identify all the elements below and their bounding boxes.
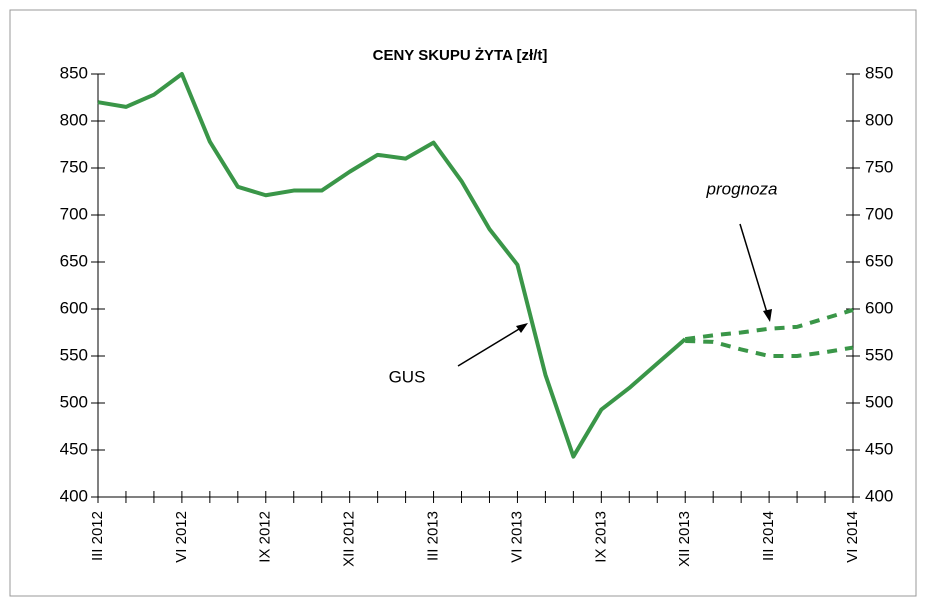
x-tick-label: III 2013: [425, 511, 442, 561]
arrow: [457, 325, 525, 367]
arrow-head: [516, 323, 528, 333]
x-tick-label: IX 2013: [592, 511, 609, 563]
arrow-head: [763, 309, 772, 322]
y-tick-label: 650: [60, 251, 88, 270]
y-tick-label: 400: [60, 486, 88, 505]
line-series: [685, 338, 854, 358]
x-tick-label: VI 2014: [844, 511, 861, 563]
frame: [9, 9, 917, 597]
x-tick-label: III 2014: [760, 511, 777, 561]
y-tick-label: 700: [60, 204, 88, 223]
y-tick-label: 500: [60, 392, 88, 411]
chart-title: CENY SKUPU ŻYTA [zł/t]: [373, 47, 548, 64]
y-tick-label: 450: [60, 439, 88, 458]
y2-tick-label: 850: [865, 63, 893, 82]
x-tick-label: III 2012: [89, 511, 106, 561]
annotation: prognoza: [706, 179, 778, 198]
x-tick-label: XII 2012: [341, 511, 358, 567]
x-tick-label: IX 2012: [257, 511, 274, 563]
y-tick-label: 600: [60, 298, 88, 317]
y2-tick-label: 650: [865, 251, 893, 270]
y-tick-label: 800: [60, 110, 88, 129]
x-tick-label: VI 2012: [173, 511, 190, 563]
y-tick-label: 850: [60, 63, 88, 82]
y2-tick-label: 750: [865, 157, 893, 176]
y2-tick-label: 400: [865, 486, 893, 505]
annotation: GUS: [389, 367, 426, 386]
y2-tick-label: 700: [865, 204, 893, 223]
y2-tick-label: 500: [865, 392, 893, 411]
line-series: [97, 72, 687, 459]
arrow: [739, 223, 769, 317]
y2-tick-label: 800: [865, 110, 893, 129]
y-tick-label: 750: [60, 157, 88, 176]
y2-tick-label: 600: [865, 298, 893, 317]
y-tick-label: 550: [60, 345, 88, 364]
x-tick-label: VI 2013: [508, 511, 525, 563]
x-tick-label: XII 2013: [676, 511, 693, 567]
y2-tick-label: 550: [865, 345, 893, 364]
y2-tick-label: 450: [865, 439, 893, 458]
